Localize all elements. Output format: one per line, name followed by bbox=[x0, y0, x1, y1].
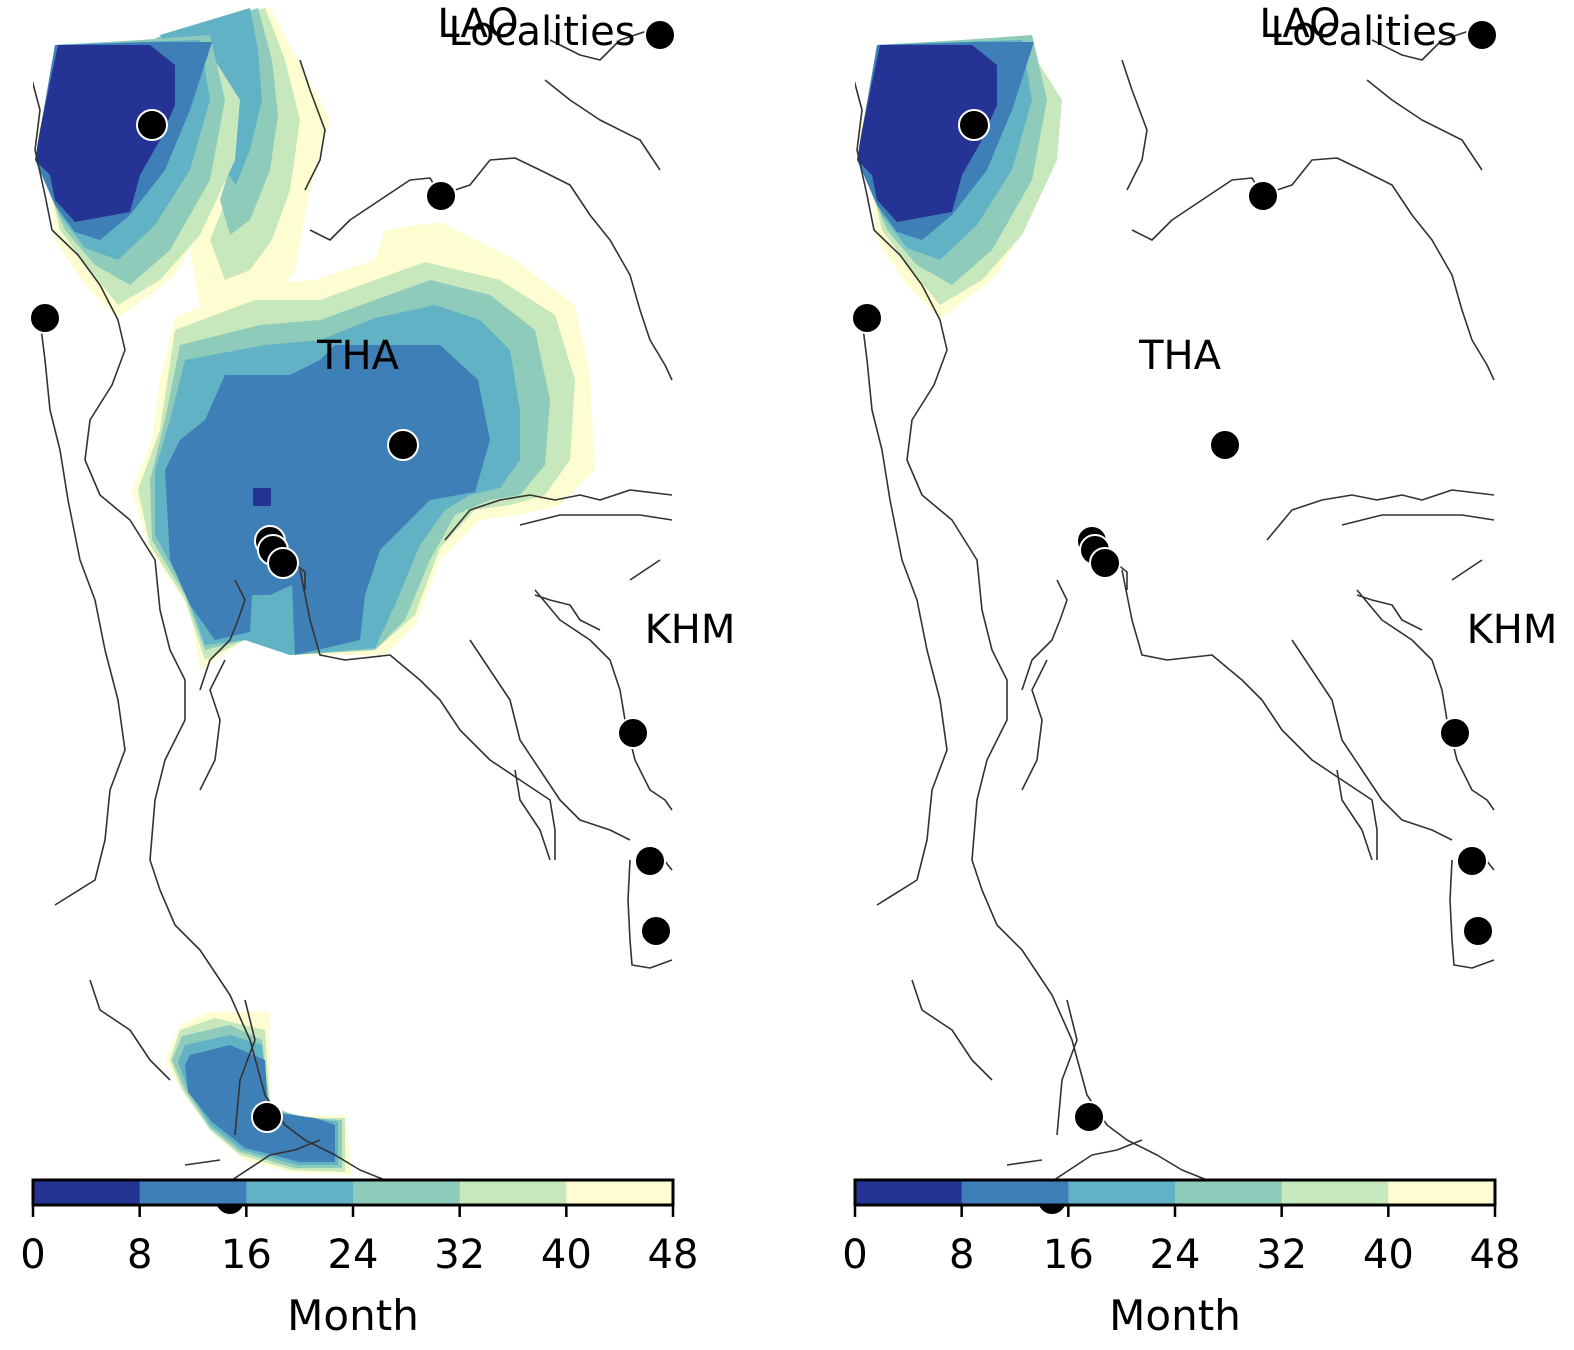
colorbar-tick-label: 32 bbox=[434, 1232, 485, 1278]
locality-marker bbox=[1247, 180, 1279, 212]
colorbar-tick-label: 0 bbox=[20, 1232, 45, 1278]
locality-marker bbox=[1456, 845, 1488, 877]
locality-marker bbox=[136, 109, 168, 141]
locality-marker bbox=[640, 915, 672, 947]
contour-region-north-west bbox=[35, 35, 240, 318]
colorbar-segment bbox=[33, 1180, 141, 1205]
colorbar-segment bbox=[566, 1180, 674, 1205]
colorbar-tick-label: 24 bbox=[328, 1232, 379, 1278]
colorbar-tick-label: 40 bbox=[541, 1232, 592, 1278]
colorbar-tick-label: 16 bbox=[1043, 1232, 1094, 1278]
colorbar-label: Month bbox=[1109, 1291, 1241, 1340]
country-label-khm: KHM bbox=[645, 607, 736, 653]
legend-label: Localities bbox=[1270, 9, 1457, 55]
country-label-tha: THA bbox=[316, 333, 400, 379]
colorbar-segment bbox=[246, 1180, 354, 1205]
locality-marker bbox=[251, 1101, 283, 1133]
locality-marker bbox=[1073, 1101, 1105, 1133]
colorbar-segment bbox=[459, 1180, 567, 1205]
map-content bbox=[855, 29, 1495, 1180]
locality-marker bbox=[1089, 547, 1121, 579]
colorbar-tick-label: 32 bbox=[1256, 1232, 1307, 1278]
locality-marker bbox=[634, 845, 666, 877]
colorbar-label: Month bbox=[287, 1291, 419, 1340]
colorbar-tick-label: 16 bbox=[221, 1232, 272, 1278]
legend: Localities bbox=[1270, 9, 1498, 55]
locality-marker bbox=[851, 302, 883, 334]
locality-marker bbox=[1466, 19, 1498, 51]
isolated-cell bbox=[253, 488, 271, 506]
country-label-tha: THA bbox=[1138, 333, 1222, 379]
contour-region-south bbox=[165, 1012, 352, 1175]
contour-level-0 bbox=[857, 45, 997, 222]
legend-label: Localities bbox=[448, 9, 635, 55]
colorbar-tick-label: 48 bbox=[1470, 1232, 1521, 1278]
locality-markers bbox=[851, 19, 1498, 1216]
locality-marker bbox=[1439, 717, 1471, 749]
locality-marker bbox=[617, 717, 649, 749]
contour-level-1 bbox=[165, 345, 490, 655]
locality-marker bbox=[644, 19, 676, 51]
colorbar-tick-label: 48 bbox=[648, 1232, 699, 1278]
country-label-lao: LAO bbox=[1259, 1, 1340, 47]
colorbar-segment bbox=[855, 1180, 963, 1205]
contour-region-central bbox=[132, 222, 595, 670]
colorbar: 0 8 16 24 32 40 48 Month bbox=[842, 1178, 1521, 1340]
colorbar-tick-label: 40 bbox=[1363, 1232, 1414, 1278]
colorbar-segment bbox=[139, 1180, 247, 1205]
locality-marker bbox=[267, 547, 299, 579]
locality-marker bbox=[1462, 915, 1494, 947]
locality-marker bbox=[1209, 429, 1241, 461]
colorbar-segment bbox=[1068, 1180, 1176, 1205]
colorbar-segment bbox=[353, 1180, 461, 1205]
country-label-khm: KHM bbox=[1467, 607, 1558, 653]
locality-marker bbox=[425, 180, 457, 212]
colorbar-tick-label: 8 bbox=[949, 1232, 974, 1278]
colorbar-segment bbox=[1281, 1180, 1389, 1205]
contour-region-north-west bbox=[857, 35, 1062, 318]
map-content bbox=[33, 8, 673, 1180]
country-label-lao: LAO bbox=[437, 1, 518, 47]
locality-marker bbox=[958, 109, 990, 141]
locality-marker bbox=[29, 302, 61, 334]
colorbar-tick-label: 0 bbox=[842, 1232, 867, 1278]
map-panel-right: LAO THA KHM Localities 0 8 16 24 32 40 48 Month bbox=[842, 1, 1557, 1340]
colorbar-segment bbox=[1388, 1180, 1496, 1205]
colorbar-tick-label: 8 bbox=[127, 1232, 152, 1278]
colorbar-tick-label: 24 bbox=[1150, 1232, 1201, 1278]
locality-marker bbox=[387, 429, 419, 461]
locality-markers bbox=[29, 19, 676, 1216]
contour-level-0 bbox=[35, 45, 175, 222]
colorbar-segment bbox=[961, 1180, 1069, 1205]
map-panel-left: LAO THA KHM Localities 0 8 16 24 32 40 48 Month bbox=[20, 1, 735, 1340]
colorbar: 0 8 16 24 32 40 48 Month bbox=[20, 1178, 699, 1340]
legend: Localities bbox=[448, 9, 676, 55]
colorbar-segment bbox=[1175, 1180, 1283, 1205]
